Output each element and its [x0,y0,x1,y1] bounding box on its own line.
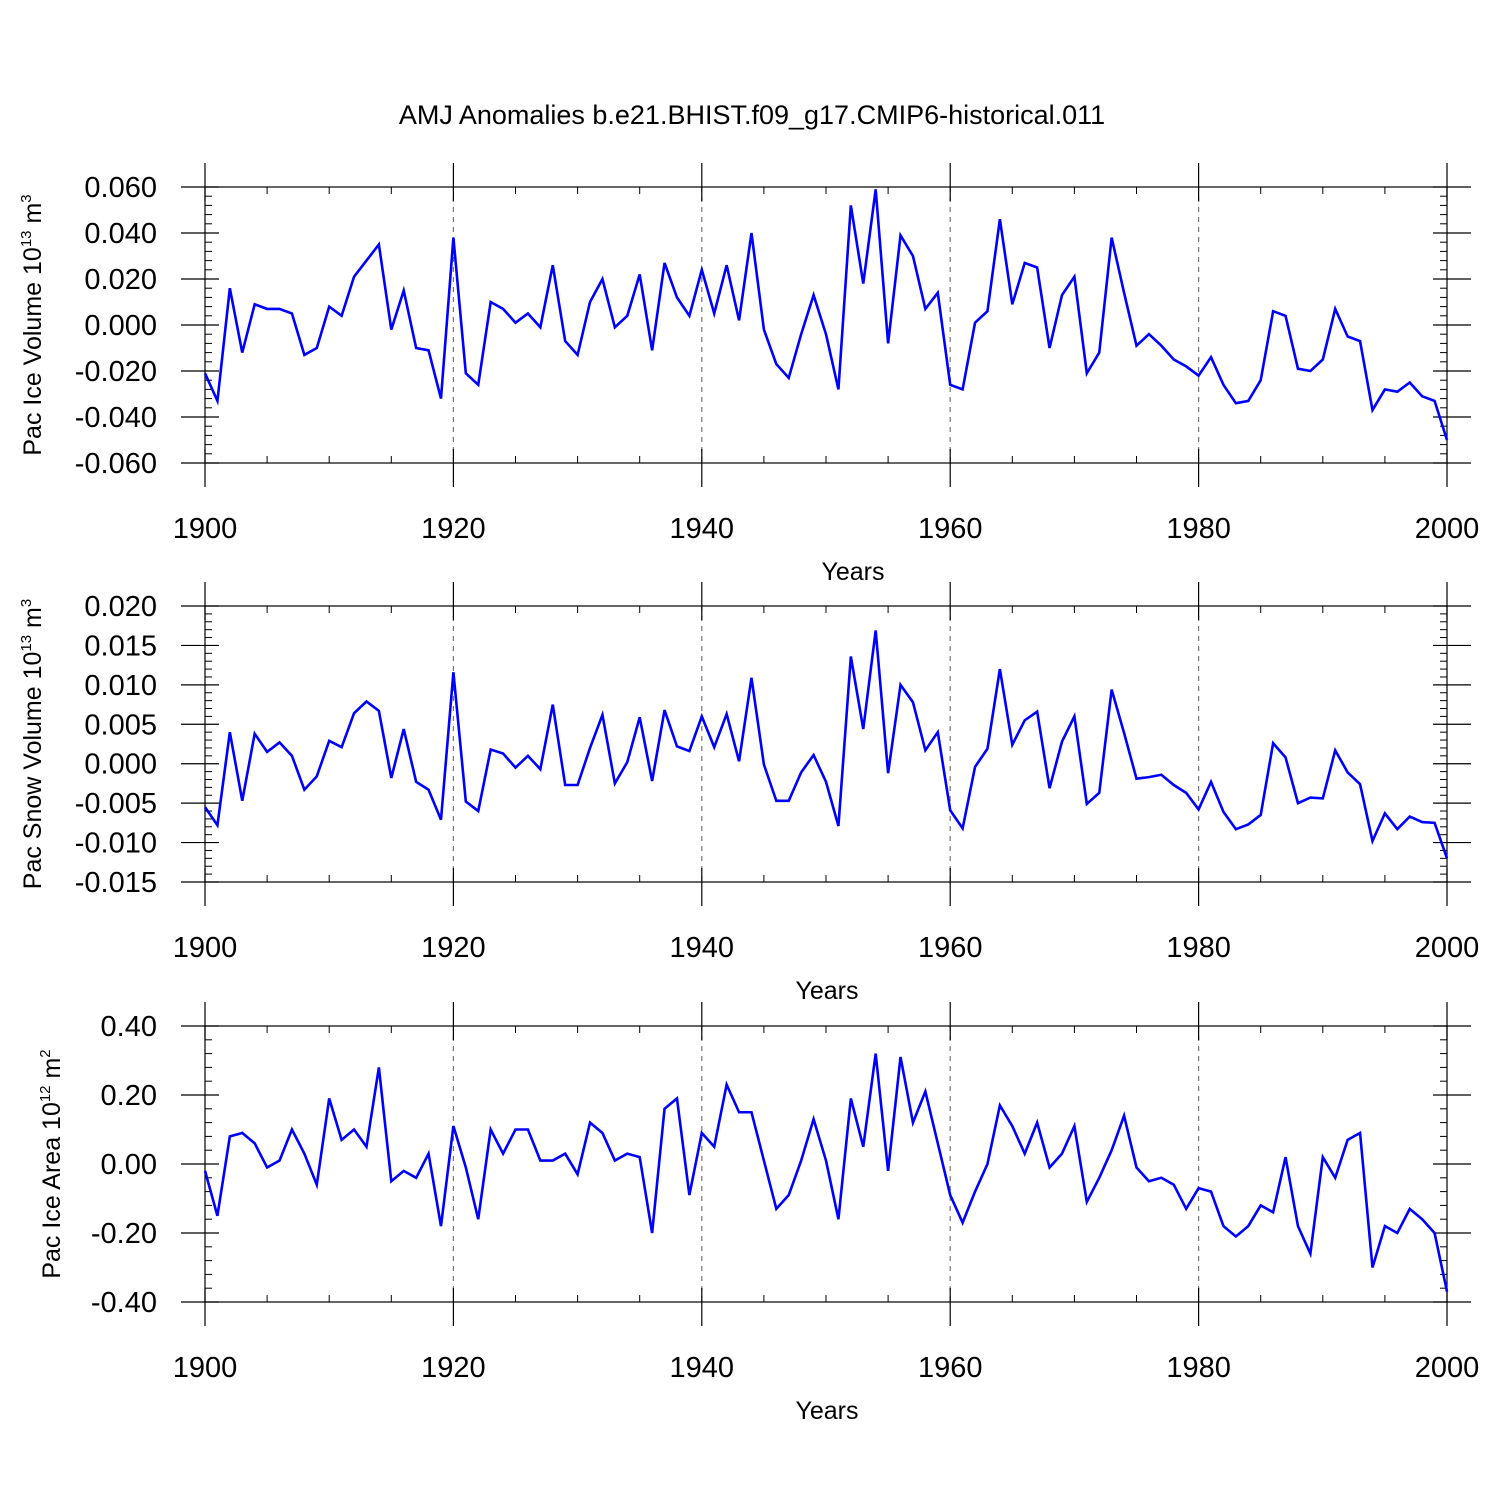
y-tick-label: 0.020 [84,264,157,296]
y-tick-label: 0.000 [84,749,157,781]
x-tick-label: 1940 [670,513,735,545]
x-tick-label: 1920 [421,932,486,964]
x-tick-label: 2000 [1415,513,1480,545]
y-axis-title: Pac Ice Volume 1013 m3 [18,194,47,455]
x-tick-label: 2000 [1415,932,1480,964]
y-tick-label: -0.40 [91,1287,157,1319]
series-line-pac-ice-volume [203,189,1449,441]
y-tick-label: 0.00 [101,1149,157,1181]
series-line-pac-snow-volume [203,630,1449,859]
y-tick-label: -0.020 [75,356,157,388]
series-line-pac-ice-area [203,1053,1449,1292]
y-tick-label: 0.20 [101,1080,157,1112]
panel-pac-ice-area: 1900 1920 1940 1960 1980 2000 -0.40 -0.20 0.00 0.… [37,1002,1479,1425]
y-tick-label: -0.005 [75,788,157,820]
chart-title: AMJ Anomalies b.e21.BHIST.f09_g17.CMIP6-… [399,100,1105,130]
plot-frame [204,1025,1448,1303]
y-tick-label: -0.060 [75,448,157,480]
y-tick-label: -0.20 [91,1218,157,1250]
x-tick-label: 1980 [1166,1352,1231,1384]
plot-frame [204,186,1448,464]
x-axis-title: Years [821,558,884,586]
y-tick-label: 0.40 [101,1011,157,1043]
x-tick-label: 1920 [421,1352,486,1384]
x-tick-label: 1960 [918,932,983,964]
y-tick-label: 0.015 [84,630,157,662]
y-tick-label: -0.010 [75,828,157,860]
x-axis-title: Years [795,977,858,1005]
x-tick-label: 1920 [421,513,486,545]
x-tick-label: 1900 [173,932,238,964]
y-tick-label: 0.040 [84,218,157,250]
x-tick-label: 1940 [670,1352,735,1384]
x-tick-label: 1960 [918,513,983,545]
x-tick-label: 1900 [173,1352,238,1384]
x-tick-label: 1980 [1166,932,1231,964]
x-tick-label: 1940 [670,932,735,964]
x-tick-label: 1900 [173,513,238,545]
y-tick-label: 0.060 [84,172,157,204]
plot-frame [204,605,1448,883]
y-axis-title: Pac Snow Volume 1013 m3 [18,599,47,889]
panel-pac-ice-volume: 1900 1920 1940 1960 1980 2000 -0.060 -0.040 -0.0… [18,163,1479,586]
x-tick-label: 1960 [918,1352,983,1384]
y-tick-label: 0.005 [84,709,157,741]
x-tick-label: 1980 [1166,513,1231,545]
y-tick-label: 0.000 [84,310,157,342]
y-tick-label: -0.015 [75,867,157,899]
y-tick-label: 0.020 [84,591,157,623]
x-tick-label: 2000 [1415,1352,1480,1384]
y-tick-label: -0.040 [75,402,157,434]
panel-pac-snow-volume: 1900 1920 1940 1960 1980 2000 -0.015 -0.010 -0.0… [18,582,1479,1005]
y-axis-title: Pac Ice Area 1012 m2 [37,1049,66,1278]
x-axis-title: Years [795,1397,858,1425]
y-tick-label: 0.010 [84,670,157,702]
